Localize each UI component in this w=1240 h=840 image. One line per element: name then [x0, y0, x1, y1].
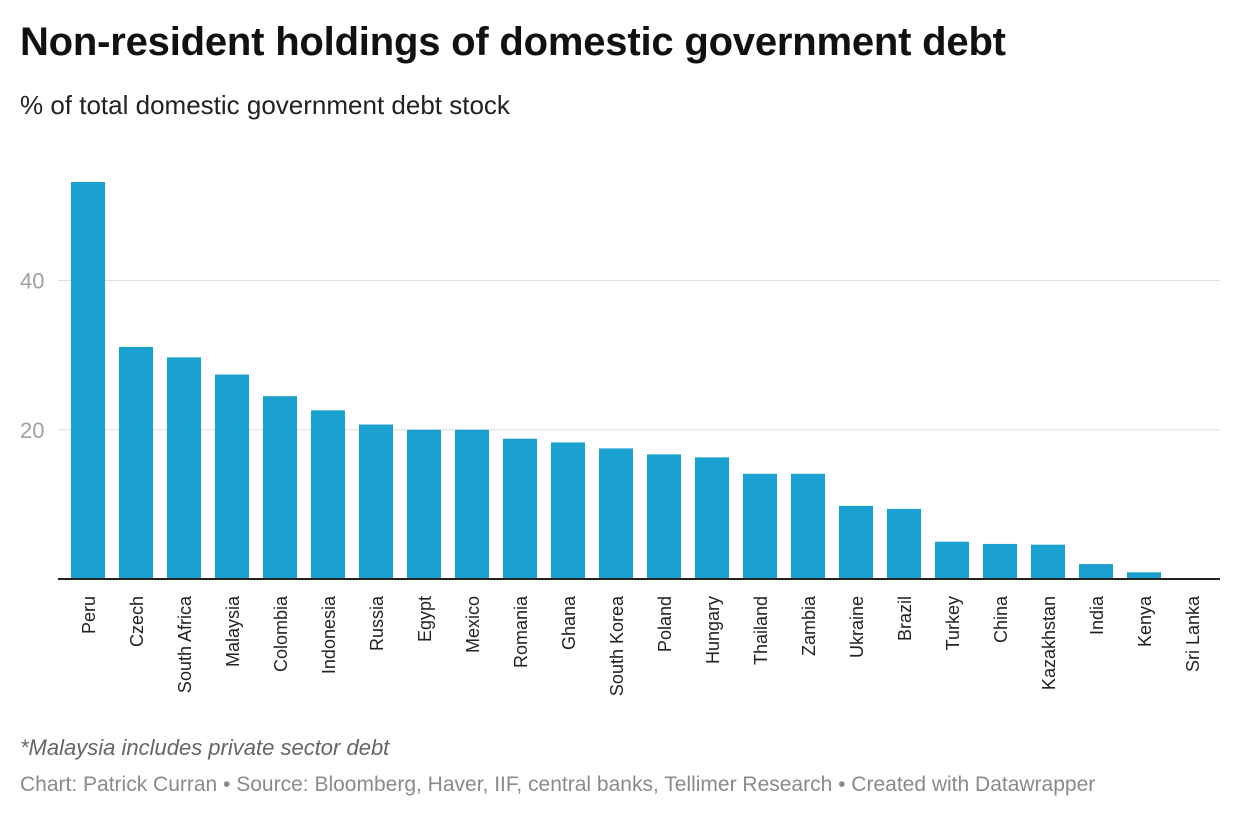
bar	[743, 473, 777, 579]
bar	[935, 541, 969, 579]
x-tick-label: Poland	[655, 596, 675, 652]
x-tick-label: China	[991, 595, 1011, 643]
bar	[215, 374, 249, 579]
bar	[167, 357, 201, 579]
bar	[311, 410, 345, 579]
x-tick-label: Czech	[127, 596, 147, 647]
bar	[887, 508, 921, 579]
x-tick-label: Peru	[79, 596, 99, 634]
bar	[71, 182, 105, 579]
x-tick-label: Brazil	[895, 596, 915, 641]
bar	[791, 473, 825, 579]
bar	[263, 396, 297, 579]
bar	[1031, 544, 1065, 579]
bar	[503, 438, 537, 579]
chart-note: *Malaysia includes private sector debt	[20, 735, 390, 760]
bar	[359, 424, 393, 579]
x-tick-label: Indonesia	[319, 595, 339, 674]
bar	[551, 442, 585, 579]
x-tick-label: Egypt	[415, 596, 435, 642]
x-tick-label: South Korea	[607, 595, 627, 696]
bar-chart: 20 40 Peru Czech South Africa Malaysia Colombi…	[20, 182, 1220, 696]
y-tick-label: 40	[20, 269, 44, 294]
bar	[695, 457, 729, 579]
bar	[599, 448, 633, 579]
x-tick-label: Kenya	[1135, 595, 1155, 647]
x-tick-label: Colombia	[271, 595, 291, 672]
chart-title: Non-resident holdings of domestic govern…	[20, 20, 1006, 64]
bar	[119, 346, 153, 579]
bar	[407, 429, 441, 579]
y-tick-label: 20	[20, 418, 44, 443]
x-tick-label: South Africa	[175, 595, 195, 693]
x-tick-label: Thailand	[751, 596, 771, 665]
x-tick-label: Sri Lanka	[1183, 595, 1203, 672]
x-tick-label: Russia	[367, 595, 387, 651]
bar	[839, 505, 873, 579]
chart-credit: Chart: Patrick Curran • Source: Bloomber…	[20, 773, 1096, 796]
bar	[1127, 572, 1161, 579]
x-tick-label: Mexico	[463, 596, 483, 653]
bar	[455, 429, 489, 579]
chart-subtitle: % of total domestic government debt stoc…	[20, 90, 510, 120]
x-tick-label: Romania	[511, 595, 531, 668]
x-tick-label: India	[1087, 595, 1107, 635]
x-tick-label: Zambia	[799, 595, 819, 656]
bar	[1079, 564, 1113, 579]
bar	[983, 543, 1017, 579]
x-tick-label: Turkey	[943, 596, 963, 650]
x-tick-label: Malaysia	[223, 595, 243, 667]
x-tick-label: Ukraine	[847, 596, 867, 658]
bar	[647, 454, 681, 579]
x-tick-label: Ghana	[559, 595, 579, 650]
x-tick-label: Hungary	[703, 596, 723, 664]
x-tick-label: Kazakhstan	[1039, 596, 1059, 690]
